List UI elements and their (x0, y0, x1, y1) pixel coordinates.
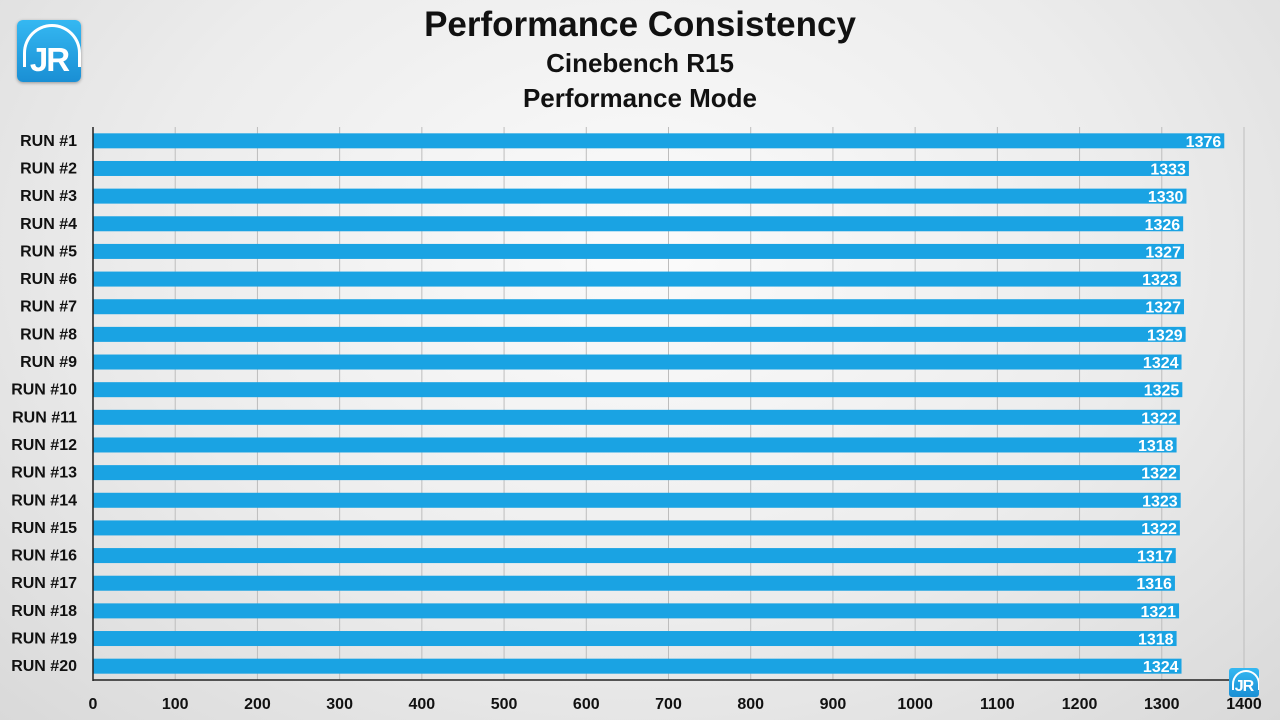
data-label: 1327 (1145, 244, 1181, 261)
bar (93, 409, 1180, 425)
x-tick-label: 300 (326, 696, 353, 713)
bar (93, 382, 1183, 398)
category-label: RUN #1 (20, 133, 77, 150)
logo-arc (23, 24, 81, 67)
category-label: RUN #13 (11, 465, 77, 482)
x-tick-label: 100 (162, 696, 189, 713)
category-label: RUN #8 (20, 326, 77, 343)
data-label: 1322 (1141, 410, 1177, 427)
bar (93, 658, 1182, 674)
category-label: RUN #17 (11, 575, 77, 592)
chart-title: Performance Consistency (424, 5, 856, 44)
bar (93, 326, 1186, 342)
category-label: RUN #18 (11, 603, 77, 620)
chart-subtitle-2: Performance Mode (522, 83, 758, 113)
category-label: RUN #12 (11, 437, 77, 454)
bar (93, 492, 1181, 508)
data-label: 1325 (1144, 383, 1180, 400)
data-label: 1327 (1145, 300, 1181, 317)
bar (93, 575, 1175, 591)
data-label: 1322 (1141, 521, 1177, 538)
category-label: RUN #19 (11, 631, 77, 648)
logo-text: JR (29, 41, 70, 78)
category-label: RUN #16 (11, 548, 77, 565)
category-label: RUN #2 (20, 160, 77, 177)
data-label: 1318 (1138, 438, 1174, 455)
data-label: 1316 (1136, 576, 1172, 593)
data-label: 1323 (1142, 272, 1178, 289)
x-tick-label: 500 (491, 696, 518, 713)
brand-logo: JR (17, 20, 81, 82)
chart-subtitle: Cinebench R15 (546, 48, 734, 78)
x-tick-label: 700 (655, 696, 682, 713)
bar (93, 631, 1177, 647)
brand-logo-small: JR (1229, 668, 1259, 697)
data-label: 1376 (1186, 134, 1222, 151)
category-label: RUN #7 (20, 299, 77, 316)
bar (93, 465, 1180, 481)
category-label: RUN #3 (20, 188, 77, 205)
x-tick-label: 1000 (897, 696, 933, 713)
bar (93, 520, 1180, 536)
category-label: RUN #5 (20, 243, 77, 260)
bar (93, 548, 1176, 564)
category-label: RUN #9 (20, 354, 77, 371)
x-tick-label: 200 (244, 696, 271, 713)
x-tick-label: 600 (573, 696, 600, 713)
bar (93, 437, 1177, 453)
x-tick-label: 1200 (1062, 696, 1098, 713)
bar (93, 243, 1184, 259)
bar (93, 603, 1180, 619)
data-label: 1330 (1148, 189, 1184, 206)
bar (93, 160, 1189, 176)
bar (93, 216, 1184, 232)
data-label: 1326 (1145, 217, 1181, 234)
data-label: 1321 (1140, 604, 1176, 621)
data-label: 1324 (1143, 355, 1179, 372)
x-tick-label: 1100 (980, 696, 1015, 713)
logo-small-text: JR (1234, 678, 1254, 695)
x-tick-label: 0 (89, 696, 98, 713)
bar (93, 299, 1184, 315)
category-label: RUN #14 (11, 492, 77, 509)
bar (93, 271, 1181, 287)
logo-small-arc (1232, 670, 1259, 690)
data-label: 1318 (1138, 632, 1174, 649)
category-label: RUN #15 (11, 520, 77, 537)
bar (93, 188, 1187, 204)
chart-titles: Performance Consistency Cinebench R15 Pe… (0, 4, 1280, 116)
data-label: 1322 (1141, 466, 1177, 483)
category-label: RUN #4 (20, 216, 77, 233)
x-tick-label: 1400 (1226, 696, 1262, 713)
data-label: 1317 (1137, 549, 1173, 566)
data-label: 1324 (1143, 659, 1179, 676)
data-label: 1323 (1142, 493, 1178, 510)
x-tick-label: 1300 (1144, 696, 1180, 713)
x-tick-label: 900 (820, 696, 847, 713)
category-label: RUN #20 (11, 658, 77, 675)
category-label: RUN #11 (12, 409, 77, 426)
x-tick-label: 800 (737, 696, 764, 713)
category-label: RUN #10 (11, 382, 77, 399)
bar (93, 133, 1225, 149)
x-tick-label: 400 (409, 696, 436, 713)
data-label: 1329 (1147, 327, 1183, 344)
data-label: 1333 (1150, 161, 1186, 178)
bar (93, 354, 1182, 370)
category-label: RUN #6 (20, 271, 77, 288)
